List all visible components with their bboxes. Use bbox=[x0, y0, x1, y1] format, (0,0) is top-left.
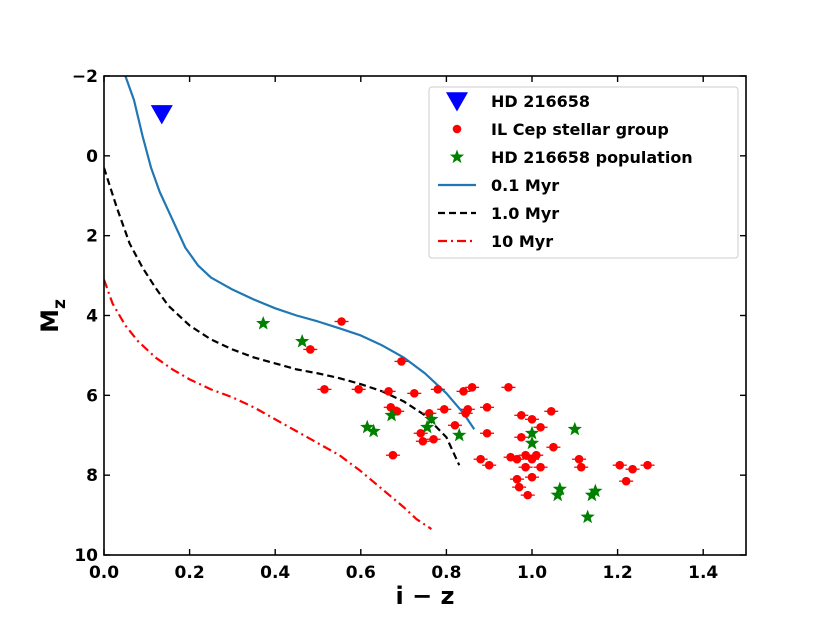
y-axis-label: Mz bbox=[36, 299, 70, 333]
stellar-group-point bbox=[450, 420, 460, 430]
population-star-point bbox=[588, 483, 603, 498]
population-star-point bbox=[550, 487, 565, 502]
stellar-group-point bbox=[514, 482, 524, 492]
stellar-group-point bbox=[467, 383, 477, 392]
stellar-group-point bbox=[546, 407, 556, 416]
stellar-group-point bbox=[521, 462, 530, 472]
legend-label: 1.0 Myr bbox=[491, 204, 559, 223]
y-tick-label: 0 bbox=[86, 147, 98, 167]
stellar-group-point bbox=[643, 460, 652, 470]
stellar-group-point bbox=[337, 317, 346, 326]
stellar-group-point bbox=[536, 422, 545, 432]
stellar-group-point bbox=[388, 450, 398, 460]
stellar-group-point bbox=[531, 450, 541, 460]
y-axis-label-sub: z bbox=[50, 299, 70, 309]
y-axis-label-main: M bbox=[36, 309, 64, 333]
population-star-point bbox=[366, 423, 381, 438]
stellar-group-point bbox=[429, 434, 438, 444]
x-tick-label: 1.4 bbox=[688, 563, 718, 583]
x-axis-label: i − z bbox=[395, 582, 454, 610]
stellar-group-point bbox=[418, 436, 428, 446]
stellar-group-point bbox=[484, 460, 494, 470]
population-star-point bbox=[295, 333, 310, 348]
stellar-group-point bbox=[621, 476, 631, 486]
stellar-group-point bbox=[504, 383, 513, 392]
y-tick-label: 10 bbox=[74, 546, 98, 566]
y-tick-label: 4 bbox=[86, 307, 98, 327]
x-tick-label: 0.0 bbox=[89, 563, 119, 583]
stellar-group-point bbox=[459, 387, 468, 396]
population-star-point bbox=[524, 425, 540, 440]
isochrone-line-0-1-myr bbox=[124, 76, 476, 430]
y-tick-label: 6 bbox=[86, 386, 98, 406]
stellar-group-point bbox=[517, 432, 526, 442]
stellar-group-point bbox=[576, 462, 586, 472]
stellar-group-point bbox=[439, 405, 449, 414]
population-star-point bbox=[552, 481, 567, 496]
stellar-group-point bbox=[482, 403, 492, 412]
stellar-group-point bbox=[463, 405, 473, 414]
legend-label: HD 216658 population bbox=[491, 148, 693, 167]
stellar-group-point bbox=[536, 462, 545, 472]
stellar-group-point bbox=[384, 387, 393, 396]
x-tick-label: 1.0 bbox=[517, 563, 547, 583]
stellar-group-point bbox=[527, 472, 537, 482]
stellar-group-point bbox=[410, 389, 419, 398]
legend-label: 0.1 Myr bbox=[491, 176, 559, 195]
population-star-point bbox=[580, 509, 595, 524]
isochrone-line-1-0-myr bbox=[104, 167, 461, 466]
stellar-group-point bbox=[482, 428, 492, 438]
stellar-group-point bbox=[521, 450, 530, 460]
y-tick-label: 2 bbox=[86, 227, 98, 247]
population-star-point bbox=[524, 435, 540, 450]
legend-circle-icon bbox=[452, 124, 462, 134]
legend-label: HD 216658 bbox=[491, 92, 590, 111]
population-star-point bbox=[256, 315, 271, 330]
stellar-group-point bbox=[433, 385, 443, 394]
legend-triangle-icon bbox=[446, 92, 468, 112]
population-star-point bbox=[420, 419, 435, 434]
x-tick-label: 0.8 bbox=[431, 563, 461, 583]
y-tick-label: −2 bbox=[72, 67, 98, 87]
legend-star-icon bbox=[449, 149, 465, 164]
isochrone-line-10-myr bbox=[104, 279, 433, 530]
x-tick-label: 0.6 bbox=[346, 563, 376, 583]
y-tick-label: 8 bbox=[86, 466, 98, 486]
x-tick-label: 0.2 bbox=[175, 563, 205, 583]
population-star-point bbox=[384, 407, 399, 422]
stellar-group-point bbox=[549, 442, 558, 452]
population-star-point bbox=[567, 421, 582, 436]
stellar-group-point bbox=[523, 490, 533, 500]
stellar-group-point bbox=[517, 410, 526, 420]
legend: HD 216658 IL Cep stellar group HD 216658 p… bbox=[428, 86, 739, 259]
hd-216658-marker bbox=[150, 105, 173, 125]
stellar-group-point bbox=[354, 385, 363, 394]
x-tick-label: 1.2 bbox=[603, 563, 633, 583]
population-star-point bbox=[452, 427, 467, 442]
legend-label: IL Cep stellar group bbox=[491, 120, 669, 139]
x-tick-label: 0.4 bbox=[260, 563, 290, 583]
legend-label: 10 Myr bbox=[491, 232, 553, 251]
stellar-group-point bbox=[628, 464, 637, 474]
stellar-group-point bbox=[305, 345, 315, 354]
legend-box bbox=[428, 86, 739, 259]
stellar-group-point bbox=[386, 403, 396, 412]
population-star-point bbox=[360, 419, 375, 434]
stellar-group-point bbox=[320, 385, 329, 394]
stellar-group-point bbox=[527, 414, 537, 424]
stellar-group-point bbox=[512, 454, 522, 464]
stellar-group-point bbox=[574, 454, 584, 464]
stellar-group-point bbox=[615, 460, 625, 470]
population-star-point bbox=[424, 411, 439, 426]
stellar-group-point bbox=[416, 428, 426, 438]
stellar-group-point bbox=[512, 474, 522, 484]
stellar-group-point bbox=[476, 454, 485, 464]
stellar-group-point bbox=[397, 357, 406, 366]
